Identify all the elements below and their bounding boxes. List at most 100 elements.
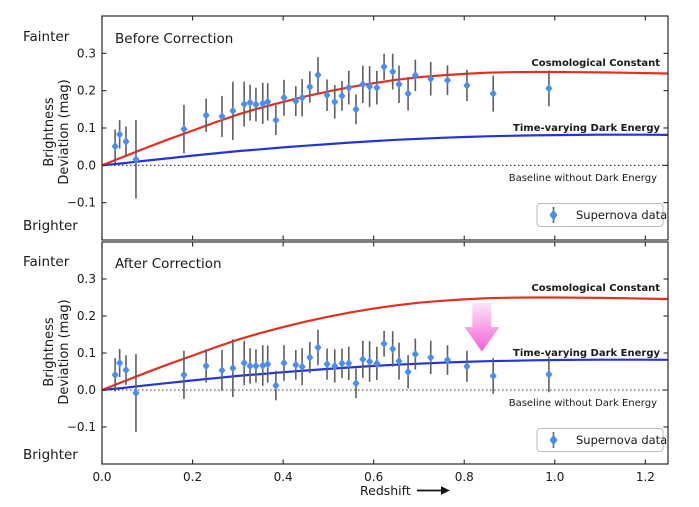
supernova-data-point	[272, 381, 280, 390]
curve-label-baseline-without-dark-energy: Baseline without Dark Energy	[509, 398, 657, 409]
x-tick-label: 0.6	[364, 470, 383, 484]
fainter-label: Fainter	[23, 29, 70, 45]
supernova-data-point	[246, 361, 254, 371]
x-tick-label: 0.8	[455, 470, 474, 484]
supernova-data-point	[264, 97, 272, 107]
supernova-data-point	[489, 371, 497, 381]
supernova-data-point	[306, 353, 314, 362]
supernova-data-point	[264, 359, 272, 369]
curve-label-baseline-without-dark-energy: Baseline without Dark Energy	[509, 173, 657, 184]
brighter-label: Brighter	[23, 447, 78, 463]
legend-marker-icon	[549, 209, 558, 221]
x-tick-label: 0.0	[92, 470, 111, 484]
supernova-data-point	[345, 83, 353, 93]
supernova-data-point	[111, 141, 119, 151]
supernova-data-point	[111, 370, 119, 380]
y-axis-label: Deviation (mag)	[57, 79, 72, 184]
supernova-data-point	[259, 361, 267, 370]
supernova-data-point	[389, 344, 397, 354]
supernova-data-point	[272, 115, 280, 125]
panel-title: Before Correction	[115, 31, 233, 47]
y-tick-label: 0.3	[77, 272, 96, 286]
supernova-data-point	[338, 91, 346, 101]
supernova-data-point	[404, 367, 412, 377]
supernova-data-series	[111, 53, 553, 199]
supernova-data-point	[489, 89, 497, 99]
cosmological-constant-curve	[101, 70, 669, 167]
supernova-data-point	[463, 361, 471, 371]
supernova-data-point	[427, 74, 435, 84]
supernova-data-point	[218, 365, 226, 375]
supernova-data-point	[359, 79, 367, 89]
supernova-data-point	[443, 75, 451, 85]
y-tick-label: 0.1	[77, 121, 96, 135]
y-axis-label: Deviation (mag)	[57, 299, 72, 404]
supernova-data-point	[202, 110, 210, 120]
supernova-data-point	[323, 359, 331, 369]
panel-after-correction: Cosmological Constant Time-varying Dark E…	[23, 241, 669, 465]
supernova-data-point	[240, 358, 248, 368]
supernova-data-point	[314, 70, 322, 80]
supernova-data-point	[202, 361, 210, 371]
y-tick-label: 0.1	[77, 346, 96, 360]
supernova-data-point	[122, 137, 130, 146]
supernova-data-point	[180, 370, 188, 380]
supernova-data-point	[373, 83, 381, 93]
supernova-data-point	[380, 339, 388, 349]
y-tick-label: 0.2	[77, 84, 96, 98]
legend-marker-icon	[549, 434, 558, 446]
y-tick-label: −0.1	[67, 196, 96, 210]
fainter-label: Fainter	[23, 254, 70, 270]
right-arrow-head-icon	[441, 486, 450, 495]
supernova-data-point	[229, 363, 237, 373]
supernova-data-point	[292, 360, 300, 370]
supernova-data-point	[411, 349, 419, 359]
supernova-data-series	[111, 329, 553, 432]
legend-box	[536, 203, 664, 227]
supernova-data-point	[331, 97, 339, 107]
supernova-data-point	[246, 98, 254, 108]
x-tick-label: 0.4	[274, 470, 293, 484]
supernova-data-point	[373, 358, 381, 368]
supernova-data-point	[395, 79, 403, 89]
supernova-data-point	[259, 98, 267, 108]
supernova-data-point	[298, 362, 306, 372]
y-tick-label: −0.1	[67, 420, 96, 434]
supernova-data-point	[218, 112, 226, 121]
curve-label-time-varying-dark-energy: Time-varying Dark Energy	[513, 348, 660, 359]
supernova-data-point	[545, 370, 553, 379]
x-axis: 0.0 0.2 0.4 0.6 0.8 1.0 1.2 Redshift	[92, 470, 654, 498]
supernova-data-point	[427, 353, 435, 362]
legend-label: Supernova data	[576, 208, 667, 222]
supernova-data-point	[404, 89, 412, 99]
supernova-data-point	[389, 67, 397, 77]
time-varying-dark-energy-curve	[101, 133, 669, 167]
supernova-data-point	[252, 361, 260, 371]
x-tick-label: 1.0	[545, 470, 564, 484]
supernova-data-point	[280, 358, 288, 368]
supernova-data-point	[116, 129, 124, 139]
brighter-label: Brighter	[23, 218, 78, 234]
panel-title: After Correction	[115, 256, 222, 272]
time-varying-dark-energy-curve	[101, 358, 669, 392]
supernova-data-point	[395, 356, 403, 366]
supernova-data-point	[323, 90, 331, 100]
supernova-data-point	[411, 70, 419, 80]
cosmological-constant-curve	[101, 296, 669, 392]
supernova-data-point	[331, 361, 339, 371]
supernova-data-point	[240, 99, 248, 109]
supernova-data-point	[280, 93, 288, 103]
supernova-data-point	[298, 93, 306, 103]
y-tick-label: 0.0	[77, 158, 96, 172]
y-tick-label: 0.0	[77, 383, 96, 397]
supernova-data-point	[132, 154, 140, 164]
correction-arrow-icon	[464, 303, 500, 352]
supernova-data-point	[463, 81, 471, 90]
supernova-data-point	[359, 354, 367, 364]
supernova-data-point	[292, 96, 300, 106]
supernova-data-point	[229, 106, 237, 116]
supernova-data-point	[306, 82, 314, 92]
y-tick-label: 0.3	[77, 46, 96, 60]
supernova-data-point	[252, 100, 260, 109]
